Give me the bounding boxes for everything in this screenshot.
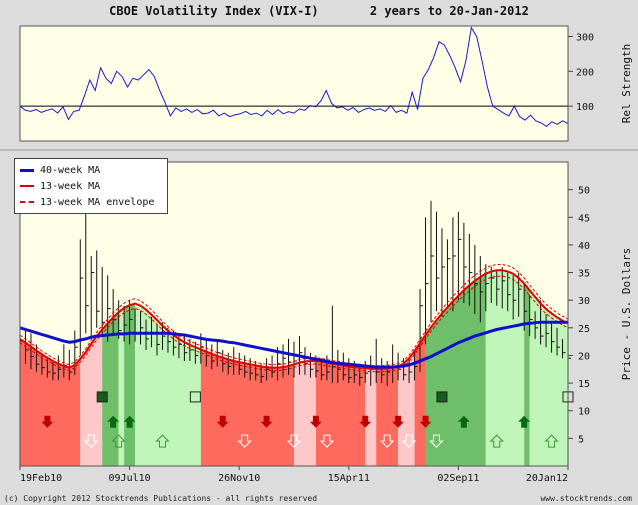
signal-down-arrow-icon — [286, 434, 302, 448]
ma13-line — [19, 269, 569, 370]
rel-strength-tick-label: 100 — [576, 102, 594, 113]
price-tick-label: 15 — [578, 379, 590, 390]
price-axis-label: Price - U.S. Dollars — [620, 248, 633, 380]
trend-zone-darkgreen — [425, 273, 486, 466]
chart-title-period: 2 years to 20-Jan-2012 — [369, 4, 529, 18]
price-tick-label: 50 — [578, 186, 590, 197]
signal-down-arrow-icon — [260, 415, 273, 428]
signal-up-arrow-icon — [544, 434, 559, 448]
site-link[interactable]: www.stocktrends.com — [540, 494, 632, 503]
signal-square-icon — [96, 391, 108, 403]
signal-up-arrow-icon — [107, 415, 120, 428]
signal-down-arrow-icon — [41, 415, 54, 428]
price-tick-label: 10 — [578, 407, 590, 418]
price-plot-frame — [19, 161, 569, 467]
legend-label-13-week: 13-week MA — [40, 180, 101, 192]
signal-down-arrow-icon — [419, 415, 432, 428]
date-tick-label: 26Nov10 — [218, 473, 260, 484]
trend-zone-pink — [294, 361, 316, 466]
signal-down-arrow-icon — [237, 434, 252, 448]
signal-down-arrow-icon — [379, 434, 395, 448]
trend-zone-red — [315, 361, 366, 466]
legend-swatch-envelope — [20, 201, 34, 203]
price-tick-label: 5 — [578, 434, 584, 445]
signal-down-arrow-icon — [429, 434, 444, 448]
price-tick-label: 20 — [578, 351, 590, 362]
copyright-text: (c) Copyright 2012 Stocktrends Publicati… — [4, 494, 318, 503]
rel-strength-line — [19, 26, 569, 128]
trend-zone-red — [20, 338, 81, 466]
date-tick-label: 20Jan12 — [526, 473, 568, 484]
legend-label-40-week: 40-week MA — [40, 164, 101, 176]
legend-label-envelope: 13-week MA envelope — [40, 196, 155, 208]
signal-up-arrow-icon — [123, 415, 136, 428]
signal-down-arrow-icon — [392, 415, 405, 428]
signal-up-arrow-icon — [111, 434, 126, 448]
trend-zone-pink — [365, 368, 377, 466]
price-tick-label: 45 — [578, 213, 590, 224]
date-tick-label: 09Jul10 — [109, 473, 151, 484]
signal-square-icon — [436, 391, 448, 403]
rel-strength-tick-label: 200 — [576, 67, 594, 78]
price-tick-label: 40 — [578, 241, 590, 252]
signal-up-arrow-icon — [457, 415, 470, 428]
ma40-line — [19, 320, 568, 369]
rel-strength-plot-frame — [19, 25, 569, 142]
chart-title: CBOE Volatility Index (VIX-I) 2 years to… — [0, 4, 638, 18]
signal-down-arrow-icon — [319, 434, 335, 448]
date-tick-label: 19Feb10 — [20, 473, 62, 484]
chart-title-name: CBOE Volatility Index (VIX-I) — [109, 4, 319, 18]
legend-entry-13-week-ma: 13-week MA — [20, 178, 162, 194]
legend-entry-40-week-ma: 40-week MA — [20, 162, 162, 178]
price-tick-label: 30 — [578, 296, 590, 307]
trend-zone-red — [200, 349, 294, 466]
signal-square-icon — [189, 391, 201, 403]
ma13-envelope-upper — [19, 264, 569, 367]
rel-strength-axis-label: Rel Strength — [620, 44, 633, 123]
rel-strength-tick-label: 300 — [576, 32, 594, 43]
date-tick-label: 15Apr11 — [328, 473, 370, 484]
signal-up-arrow-icon — [518, 415, 531, 428]
trend-zone-lightgreen — [118, 307, 125, 466]
date-tick-label: 02Sep11 — [437, 473, 479, 484]
price-tick-label: 25 — [578, 324, 590, 335]
signal-up-arrow-icon — [489, 434, 504, 448]
price-tick-label: 35 — [578, 269, 590, 280]
signal-down-arrow-icon — [309, 415, 322, 428]
legend-swatch-13-week — [20, 185, 34, 187]
trend-zone-lightgreen — [485, 270, 525, 466]
chart-legend: 40-week MA 13-week MA 13-week MA envelop… — [14, 158, 168, 214]
signal-down-arrow-icon — [216, 415, 229, 428]
rel-strength-plot-area — [19, 25, 569, 142]
trend-zone-pink — [398, 351, 415, 466]
ma13-envelope-lower — [19, 275, 569, 373]
signal-down-arrow-icon — [84, 434, 99, 448]
trend-zone-red — [414, 335, 426, 466]
signal-down-arrow-icon — [401, 434, 417, 448]
legend-entry-13-week-envelope: 13-week MA envelope — [20, 194, 162, 210]
legend-swatch-40-week — [20, 168, 34, 172]
trend-zone-lightgreen — [529, 290, 568, 466]
signal-up-arrow-icon — [155, 434, 170, 448]
trend-zone-pink — [80, 329, 103, 466]
signal-down-arrow-icon — [359, 415, 372, 428]
